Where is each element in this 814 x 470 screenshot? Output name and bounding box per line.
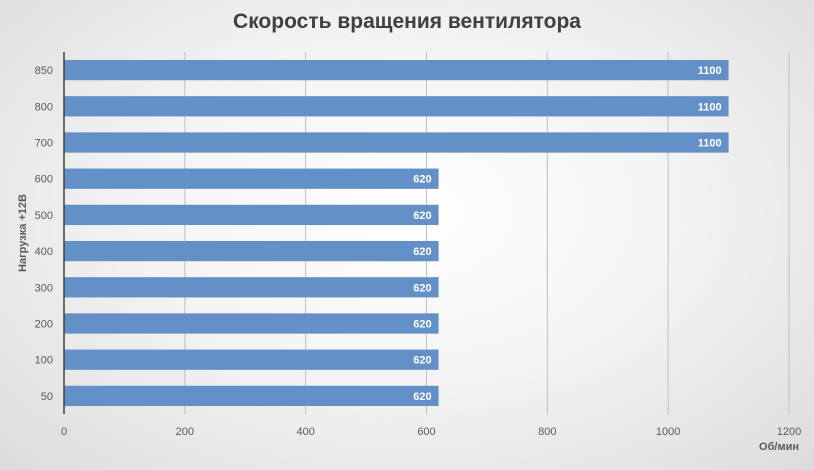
x-axis-title: Об/мин bbox=[759, 441, 799, 453]
y-tick-label: 200 bbox=[35, 319, 53, 331]
data-label: 1100 bbox=[698, 101, 722, 113]
data-label: 620 bbox=[413, 246, 431, 258]
y-tick-label: 500 bbox=[35, 210, 53, 222]
bar bbox=[64, 59, 729, 81]
x-tick-labels: 0 200 400 600 800 1000 1200 bbox=[61, 426, 801, 438]
bar bbox=[64, 313, 439, 334]
data-label: 620 bbox=[413, 174, 431, 186]
bars bbox=[64, 59, 729, 407]
x-tick-label: 600 bbox=[417, 426, 435, 438]
y-tick-label: 600 bbox=[35, 174, 53, 186]
bar bbox=[64, 277, 439, 298]
data-label: 1100 bbox=[698, 65, 722, 77]
bar bbox=[64, 96, 729, 117]
bar bbox=[64, 349, 439, 370]
x-tick-label: 1200 bbox=[777, 426, 801, 438]
bar bbox=[64, 132, 729, 153]
chart-title: Скорость вращения вентилятора bbox=[233, 10, 581, 33]
bar bbox=[64, 240, 439, 262]
y-tick-label: 100 bbox=[35, 355, 53, 367]
y-tick-label: 300 bbox=[35, 282, 53, 294]
y-tick-label: 400 bbox=[35, 246, 53, 258]
x-tick-label: 800 bbox=[538, 426, 556, 438]
data-label: 620 bbox=[413, 391, 431, 403]
data-label: 1100 bbox=[698, 138, 722, 150]
y-axis-title: Нагрузка +12В bbox=[17, 194, 29, 272]
y-tick-label: 50 bbox=[41, 391, 53, 403]
y-tick-label: 700 bbox=[35, 138, 53, 150]
bar bbox=[64, 385, 439, 407]
x-tick-label: 400 bbox=[296, 426, 314, 438]
y-tick-label: 800 bbox=[35, 101, 53, 113]
data-label: 620 bbox=[413, 319, 431, 331]
x-tick-label: 0 bbox=[61, 426, 67, 438]
x-tick-label: 200 bbox=[176, 426, 194, 438]
x-tick-label: 1000 bbox=[656, 426, 680, 438]
data-label: 620 bbox=[413, 355, 431, 367]
y-tick-label: 850 bbox=[35, 65, 53, 77]
bar bbox=[64, 204, 439, 226]
bar bbox=[64, 168, 439, 189]
data-label: 620 bbox=[413, 282, 431, 294]
y-tick-labels: 850 800 700 600 500 400 300 200 100 50 bbox=[35, 65, 53, 403]
data-labels: 1100 1100 1100 620 620 620 620 620 620 620 bbox=[413, 65, 721, 403]
data-label: 620 bbox=[413, 210, 431, 222]
